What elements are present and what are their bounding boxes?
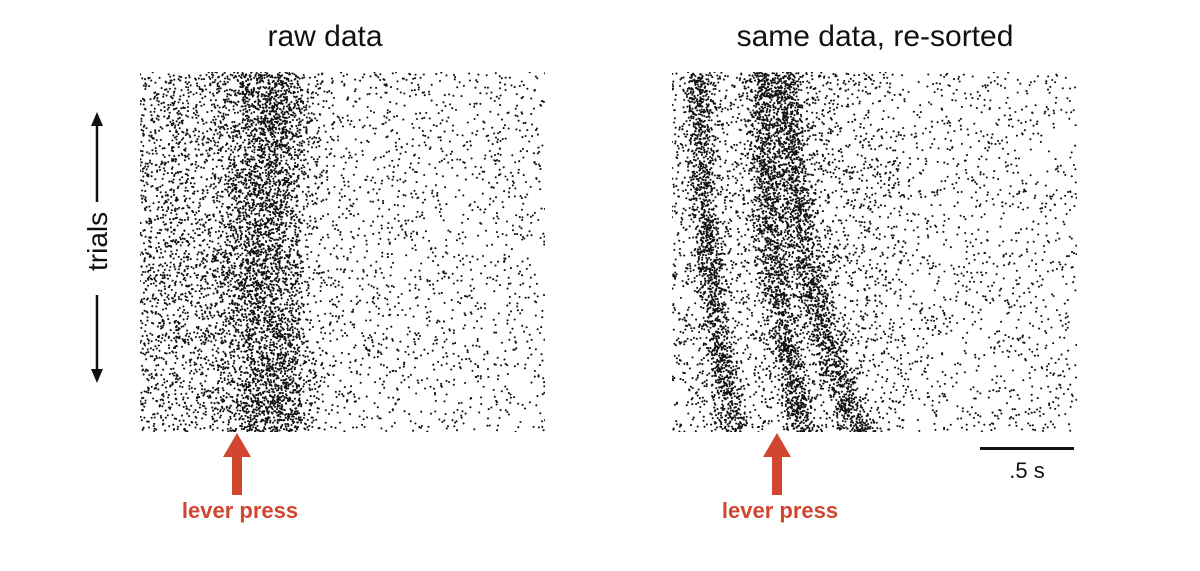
raw-data-title: raw data	[267, 20, 383, 53]
trials-axis-arrow	[91, 112, 103, 383]
lever-press-arrow-icon	[223, 433, 251, 495]
spike-dots	[672, 72, 1077, 432]
time-scale-bar	[980, 447, 1074, 450]
raw-data-raster	[140, 72, 545, 432]
lever-press-label: lever press	[721, 498, 839, 523]
trials-axis-label: trials	[82, 211, 113, 271]
spike-dots	[140, 72, 545, 432]
lever-press-arrow-icon	[763, 433, 791, 495]
time-scale-label: .5 s	[1009, 458, 1045, 483]
resorted-data-raster	[672, 72, 1077, 432]
resorted-data-title: same data, re-sorted	[736, 20, 1014, 53]
lever-press-label: lever press	[181, 498, 299, 523]
